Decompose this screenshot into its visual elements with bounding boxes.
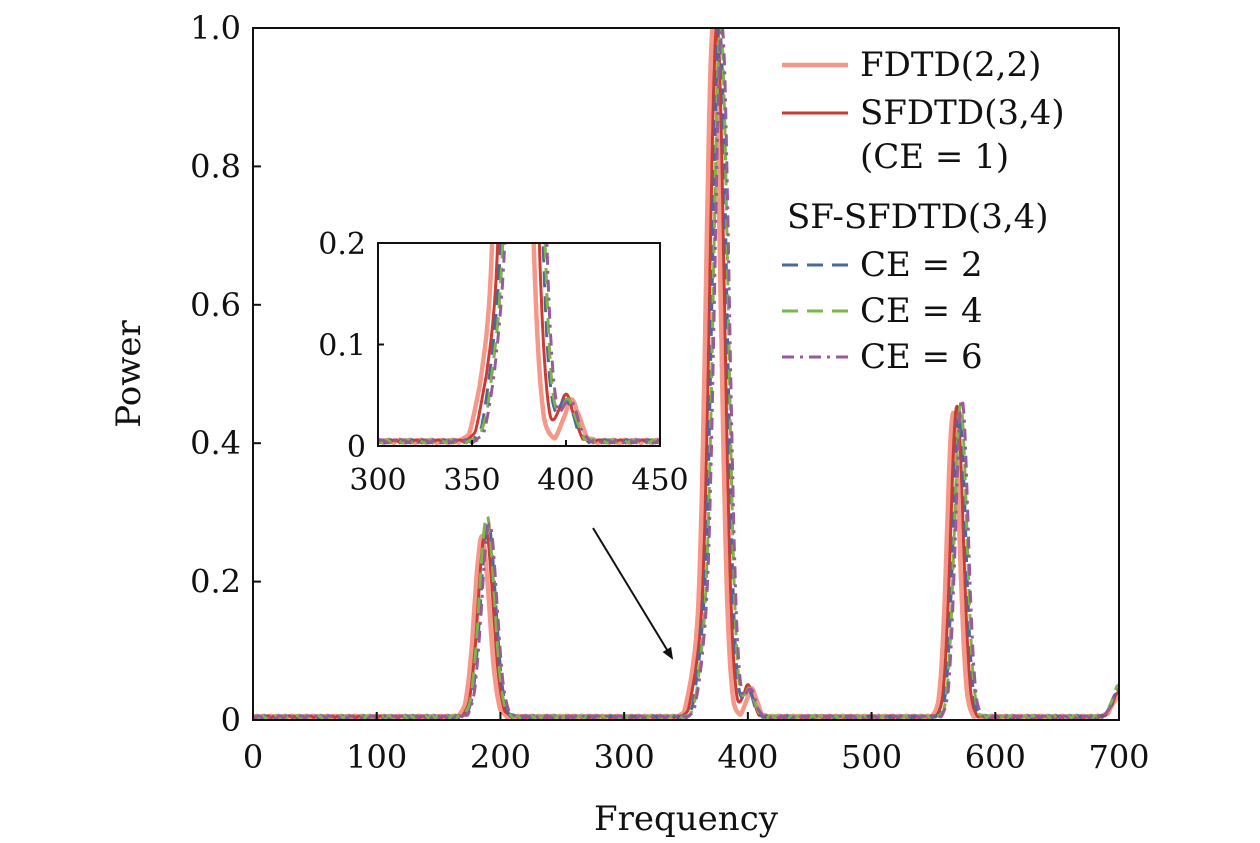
x-axis-label: Frequency	[594, 799, 779, 839]
main-series-line-5	[253, 28, 1119, 720]
legend-label-2: SFDTD(3,4)	[860, 93, 1065, 133]
inset-y-tick-label: 0.2	[318, 227, 366, 262]
main-series-group	[253, 28, 1119, 720]
main-x-tick-label: 600	[965, 738, 1026, 776]
inset-y-tick-label: 0	[347, 430, 366, 465]
inset-x-tick-label: 300	[349, 463, 406, 498]
inset-series-line-4	[378, 243, 660, 445]
main-y-tick-label: 0	[221, 701, 241, 739]
legend-label-3: (CE = 1)	[860, 137, 1009, 177]
main-x-tick-label: 200	[470, 738, 531, 776]
inset-y-tick-label: 0.1	[318, 329, 366, 364]
legend-label-6: CE = 4	[860, 291, 983, 331]
main-y-tick-label: 0.4	[190, 424, 241, 462]
inset-series-line-5	[378, 243, 660, 445]
inset-x-tick-label: 450	[631, 463, 688, 498]
inset-axes: 300 350 400 450 0 0.1 0.2	[318, 227, 688, 498]
annotation-arrow	[592, 527, 674, 660]
main-x-tick-label: 300	[594, 738, 655, 776]
main-x-tick-label: 500	[841, 738, 902, 776]
main-plot-frame	[252, 27, 1120, 721]
main-y-tick-label: 0.8	[190, 147, 241, 185]
legend-label-7: CE = 6	[860, 337, 983, 377]
main-y-tick-label: 0.6	[190, 286, 241, 324]
legend-label-5: CE = 2	[860, 245, 983, 285]
inset-x-tick-label: 350	[443, 463, 500, 498]
inset-series-group	[378, 243, 660, 446]
main-axes: 0 100 200 300 400 500 600 700 0 0.2 0.4 0.6 0.8 1.0	[190, 9, 1149, 776]
main-x-tick-label: 100	[346, 738, 407, 776]
main-x-tick-label: 0	[243, 738, 263, 776]
y-axis-label: Power	[109, 320, 149, 428]
legend-label-4: SF-SFDTD(3,4)	[787, 197, 1049, 237]
inset-x-tick-label: 400	[537, 463, 594, 498]
main-x-tick-label: 700	[1088, 738, 1149, 776]
legend: FDTD(2,2) SFDTD(3,4)(CE = 1) SF-SFDTD(3,4)…	[782, 45, 1065, 377]
inset-background	[378, 243, 660, 446]
main-x-tick-label: 400	[717, 738, 778, 776]
main-y-tick-label: 0.2	[190, 563, 241, 601]
legend-label-1: FDTD(2,2)	[860, 45, 1041, 85]
main-series-line-3	[253, 28, 1119, 720]
zoom-inset: 300 350 400 450 0 0.1 0.2	[318, 227, 688, 498]
main-y-tick-label: 1.0	[190, 9, 241, 47]
